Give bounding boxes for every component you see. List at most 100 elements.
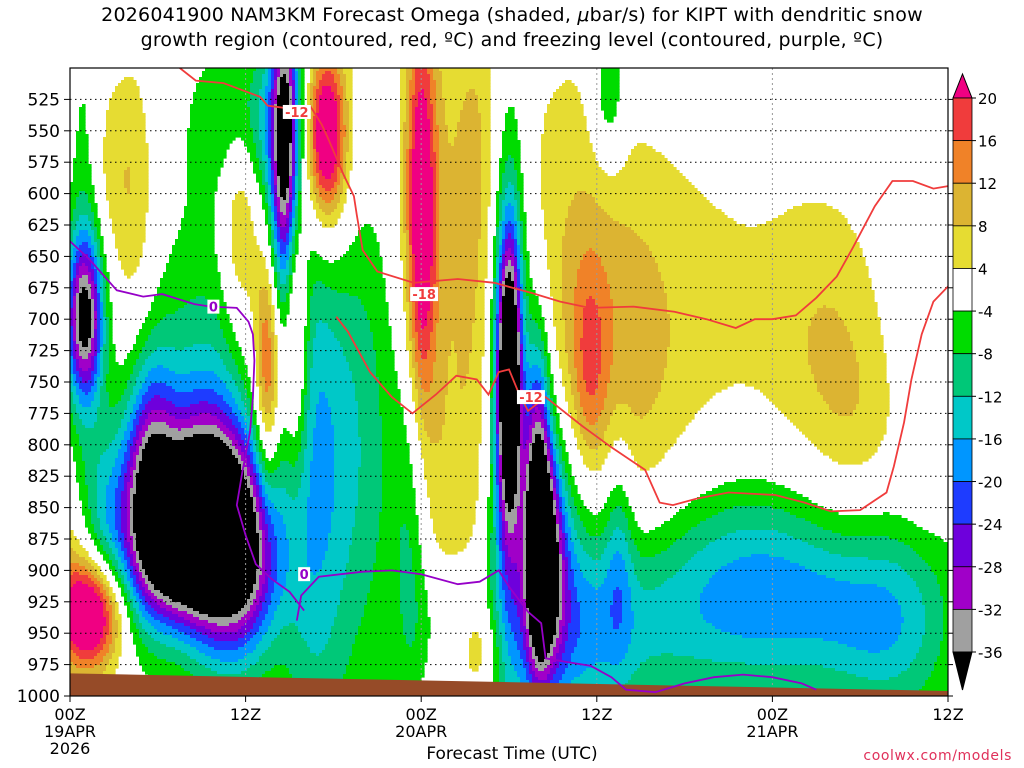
omega-cell bbox=[307, 311, 311, 315]
omega-cell bbox=[514, 269, 518, 273]
omega-cell bbox=[289, 167, 293, 171]
omega-cell bbox=[601, 77, 620, 81]
omega-cell bbox=[400, 110, 407, 114]
omega-cell bbox=[400, 116, 407, 120]
omega-cell bbox=[265, 212, 269, 216]
omega-cell bbox=[406, 245, 410, 249]
omega-cell bbox=[658, 266, 869, 270]
omega-cell bbox=[271, 380, 275, 384]
omega-cell bbox=[100, 299, 104, 303]
omega-cell bbox=[307, 359, 314, 363]
omega-cell bbox=[277, 284, 290, 288]
omega-cell bbox=[496, 236, 500, 240]
omega-cell bbox=[271, 371, 275, 375]
omega-cell bbox=[73, 215, 80, 219]
omega-cell bbox=[88, 296, 92, 300]
omega-cell bbox=[493, 290, 497, 294]
omega-cell bbox=[439, 269, 479, 273]
omega-cell bbox=[289, 173, 293, 177]
omega-cell bbox=[271, 251, 275, 255]
omega-cell bbox=[100, 281, 104, 285]
omega-cell bbox=[235, 383, 245, 387]
omega-cell bbox=[310, 383, 356, 387]
omega-cell bbox=[199, 401, 209, 405]
omega-cell bbox=[493, 323, 497, 327]
omega-cell bbox=[493, 371, 497, 375]
omega-cell bbox=[463, 107, 479, 111]
omega-cell bbox=[433, 188, 437, 192]
omega-cell bbox=[568, 401, 575, 405]
omega-cell bbox=[502, 182, 509, 186]
omega-cell bbox=[79, 347, 92, 351]
omega-cell bbox=[292, 230, 296, 234]
omega-cell bbox=[565, 389, 572, 393]
omega-cell bbox=[514, 263, 518, 267]
omega-cell bbox=[103, 152, 149, 156]
omega-cell bbox=[271, 152, 275, 156]
omega-cell bbox=[415, 308, 419, 312]
omega-cell bbox=[499, 254, 503, 258]
omega-cell bbox=[541, 329, 545, 333]
omega-cell bbox=[406, 209, 410, 213]
omega-cell bbox=[415, 275, 431, 279]
omega-cell bbox=[613, 308, 668, 312]
omega-cell bbox=[298, 179, 302, 183]
omega-cell bbox=[496, 407, 500, 411]
omega-cell bbox=[502, 239, 506, 243]
omega-cell bbox=[214, 347, 230, 351]
omega-cell bbox=[340, 200, 347, 204]
omega-cell bbox=[526, 317, 533, 321]
omega-cell bbox=[478, 281, 485, 285]
omega-cell bbox=[343, 110, 350, 114]
omega-cell bbox=[478, 254, 488, 258]
omega-cell bbox=[520, 377, 524, 381]
omega-cell bbox=[238, 191, 245, 195]
omega-cell bbox=[193, 101, 248, 105]
omega-cell bbox=[310, 257, 323, 261]
omega-cell bbox=[496, 239, 500, 243]
omega-cell bbox=[277, 296, 281, 300]
omega-cell bbox=[601, 362, 614, 366]
omega-cell bbox=[568, 359, 575, 363]
omega-cell bbox=[406, 332, 410, 336]
omega-cell bbox=[523, 233, 527, 237]
omega-cell bbox=[337, 128, 341, 132]
omega-cell bbox=[310, 101, 314, 105]
omega-cell bbox=[520, 281, 524, 285]
omega-cell bbox=[409, 167, 413, 171]
omega-cell bbox=[436, 188, 440, 192]
omega-cell bbox=[307, 89, 311, 93]
omega-cell bbox=[268, 167, 272, 171]
omega-cell bbox=[493, 239, 497, 243]
omega-cell bbox=[295, 179, 299, 183]
omega-cell bbox=[553, 296, 563, 300]
omega-cell bbox=[88, 353, 95, 357]
omega-cell bbox=[568, 362, 575, 366]
omega-cell bbox=[490, 311, 494, 315]
omega-cell bbox=[577, 275, 608, 279]
omega-cell bbox=[598, 254, 653, 258]
omega-cell bbox=[271, 191, 275, 195]
omega-cell bbox=[574, 341, 581, 345]
omega-cell bbox=[436, 239, 440, 243]
omega-cell bbox=[244, 416, 251, 420]
omega-cell bbox=[412, 284, 416, 288]
omega-cell bbox=[70, 230, 74, 234]
omega-cell bbox=[355, 389, 380, 393]
omega-cell bbox=[406, 269, 410, 273]
omega-cell bbox=[292, 134, 296, 138]
omega-cell bbox=[577, 386, 587, 390]
omega-cell bbox=[376, 368, 395, 372]
omega-cell bbox=[490, 410, 494, 414]
omega-cell bbox=[541, 167, 602, 171]
omega-cell bbox=[307, 164, 311, 168]
omega-cell bbox=[436, 119, 446, 123]
omega-cell bbox=[274, 353, 278, 357]
omega-cell bbox=[262, 170, 266, 174]
omega-cell bbox=[100, 344, 104, 348]
omega-cell bbox=[271, 176, 275, 180]
omega-cell bbox=[496, 203, 500, 207]
omega-cell bbox=[295, 80, 299, 84]
omega-cell bbox=[403, 125, 410, 129]
omega-cell bbox=[607, 272, 662, 276]
